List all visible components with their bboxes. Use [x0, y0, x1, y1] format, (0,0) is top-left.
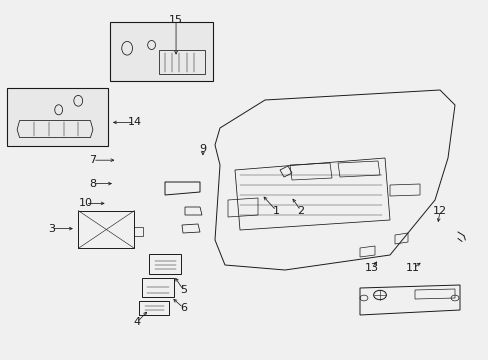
Bar	[139, 301, 168, 315]
Bar	[149, 254, 181, 274]
Text: 4: 4	[133, 317, 140, 327]
Text: 8: 8	[89, 179, 96, 189]
Text: 1: 1	[272, 206, 279, 216]
Text: 11: 11	[406, 263, 419, 273]
Text: 10: 10	[79, 198, 92, 208]
Text: 3: 3	[48, 224, 55, 234]
Text: 13: 13	[364, 263, 378, 273]
Bar	[159, 50, 205, 74]
Bar	[110, 22, 212, 81]
Text: 14: 14	[127, 117, 141, 127]
Text: 5: 5	[180, 285, 186, 295]
Text: 6: 6	[180, 303, 186, 313]
Text: 9: 9	[199, 144, 206, 154]
Text: 2: 2	[297, 206, 304, 216]
Bar	[78, 211, 134, 248]
Text: 15: 15	[169, 15, 183, 25]
Bar	[7, 88, 107, 146]
Bar	[134, 227, 143, 236]
Text: 12: 12	[432, 206, 446, 216]
Bar	[142, 278, 173, 297]
Text: 7: 7	[89, 155, 96, 165]
